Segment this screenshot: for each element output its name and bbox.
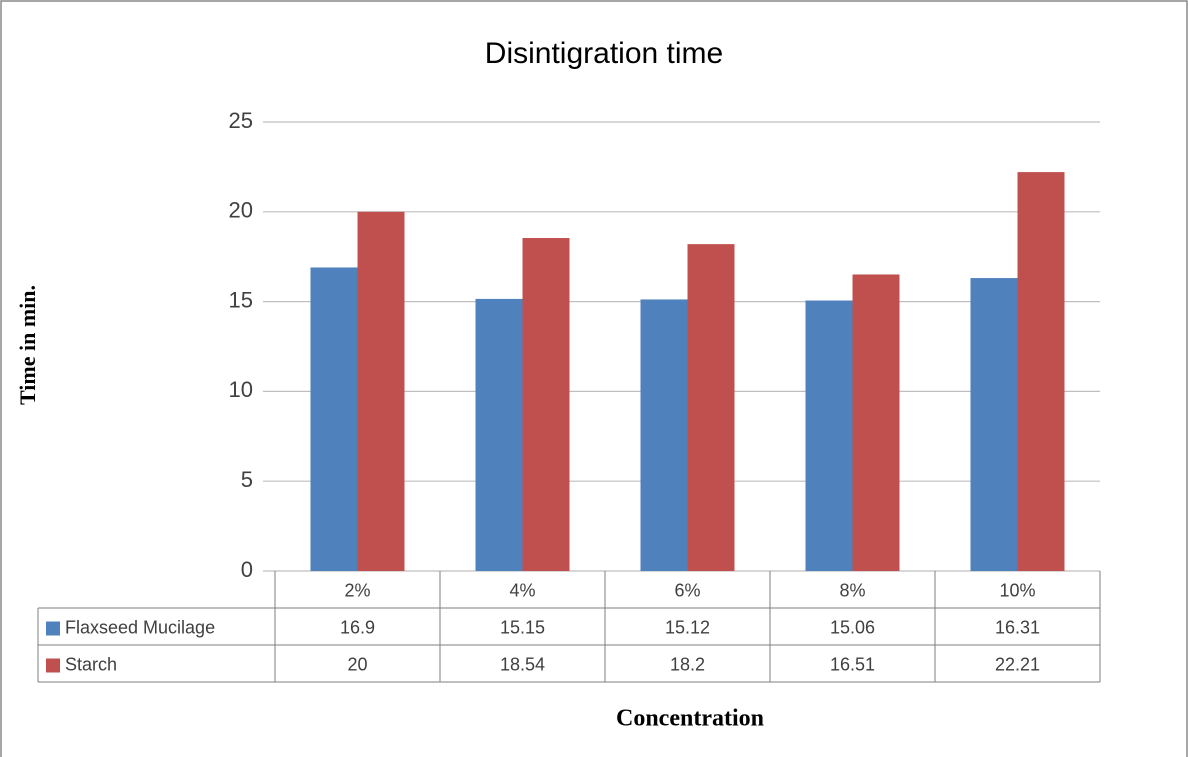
bar xyxy=(806,301,853,571)
bar xyxy=(476,299,523,571)
y-tick-label: 0 xyxy=(241,557,253,582)
table-value: 20 xyxy=(347,654,367,674)
bar xyxy=(1018,172,1065,571)
bar xyxy=(358,212,405,571)
x-tick-label: 4% xyxy=(509,580,535,600)
legend-label: Flaxseed Mucilage xyxy=(65,617,215,637)
bar xyxy=(853,274,900,571)
table-value: 18.54 xyxy=(500,654,545,674)
table-value: 16.31 xyxy=(995,617,1040,637)
chart-title: Disintigration time xyxy=(485,37,723,70)
x-tick-label: 10% xyxy=(999,580,1035,600)
y-tick-label: 10 xyxy=(229,377,253,402)
x-tick-label: 6% xyxy=(674,580,700,600)
bar xyxy=(971,278,1018,571)
y-tick-label: 15 xyxy=(229,287,253,312)
y-tick-label: 5 xyxy=(241,467,253,492)
table-value: 15.06 xyxy=(830,617,875,637)
x-tick-label: 2% xyxy=(344,580,370,600)
table-value: 18.2 xyxy=(670,654,705,674)
x-axis-label: Concentration xyxy=(616,706,764,732)
table-value: 15.12 xyxy=(665,617,710,637)
bar xyxy=(523,238,570,571)
table-value: 16.9 xyxy=(340,617,375,637)
bar xyxy=(688,244,735,571)
table-value: 16.51 xyxy=(830,654,875,674)
chart: Disintigration time Time in min. Concent… xyxy=(0,0,1188,757)
x-tick-label: 8% xyxy=(839,580,865,600)
y-tick-label: 20 xyxy=(229,198,253,223)
y-axis-label: Time in min. xyxy=(15,285,40,405)
table-value: 22.21 xyxy=(995,654,1040,674)
legend-label: Starch xyxy=(65,654,117,674)
legend-swatch xyxy=(46,659,60,673)
table-value: 15.15 xyxy=(500,617,545,637)
legend-swatch xyxy=(46,622,60,636)
bar xyxy=(311,267,358,571)
page: {"chart_data": {"type": "bar", "title": … xyxy=(0,0,1188,757)
y-tick-label: 25 xyxy=(229,108,253,133)
bar xyxy=(641,299,688,571)
